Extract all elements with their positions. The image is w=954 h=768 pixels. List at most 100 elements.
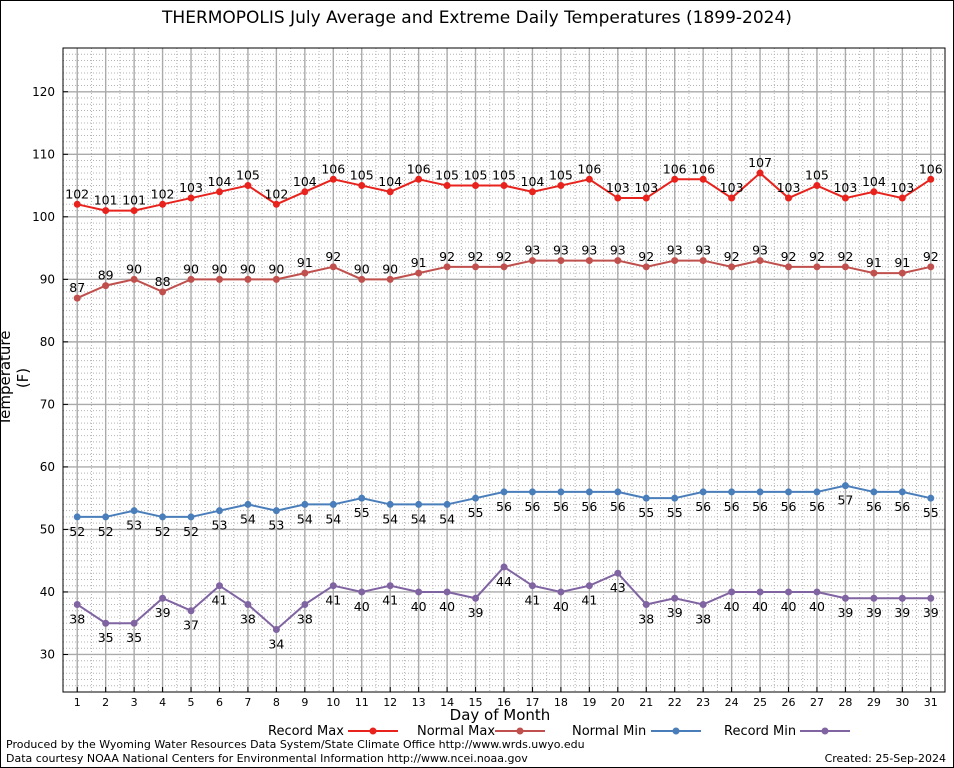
data-label: 90 [268,261,284,276]
data-label: 40 [724,599,740,614]
data-label: 43 [610,580,626,595]
data-point [415,175,423,183]
data-label: 107 [748,155,772,170]
data-label: 91 [894,255,910,270]
data-point [159,200,167,208]
data-point [785,588,793,596]
data-point [130,207,138,215]
data-label: 52 [69,524,85,539]
data-point [614,257,622,265]
data-label: 93 [695,243,711,258]
data-point [272,275,280,283]
data-point [159,594,167,602]
data-label: 90 [212,261,228,276]
data-label: 40 [752,599,768,614]
data-label: 39 [667,605,683,620]
data-label: 55 [667,505,683,520]
data-point [472,182,480,190]
footer-created: Created: 25-Sep-2024 [824,752,946,765]
data-label: 52 [98,524,114,539]
x-tick-label: 22 [668,696,682,709]
x-tick-label: 31 [924,696,938,709]
series-normal-min: 52 52 53 52 52 53 54 53 54 54 55 54 54 54 55 56 56 56 56 56… [69,482,939,539]
data-point [813,588,821,596]
data-label: 55 [468,505,484,520]
x-tick-label: 29 [867,696,881,709]
data-label: 101 [94,193,118,208]
data-label: 54 [240,511,256,526]
legend-swatch-marker [672,727,680,735]
data-point [329,582,337,590]
legend: Record Max Normal Max Normal Min Record Min [268,724,850,739]
data-point [443,500,451,508]
data-label: 91 [297,255,313,270]
data-point [614,194,622,202]
series-record-max: 102 101 101 102 103 104 105 102 104 106 105 104 106 1… [65,155,943,215]
data-label: 57 [837,493,853,508]
data-label: 92 [837,249,853,264]
data-point [614,488,622,496]
data-point [841,194,849,202]
data-point [415,500,423,508]
data-point [358,494,366,502]
data-label: 105 [350,168,374,183]
data-label: 54 [411,511,427,526]
data-point [329,175,337,183]
data-point [301,269,309,277]
data-point [756,169,764,177]
data-point [927,594,935,602]
data-label: 87 [69,280,85,295]
data-point [898,488,906,496]
data-label: 52 [155,524,171,539]
data-label: 93 [610,243,626,258]
data-label: 101 [122,193,146,208]
data-point [557,182,565,190]
data-point [756,488,764,496]
data-point [927,175,935,183]
data-point [215,188,223,196]
data-point [898,269,906,277]
data-point [785,263,793,271]
x-tick-label: 13 [412,696,426,709]
data-point [329,500,337,508]
data-label: 40 [809,599,825,614]
data-point [386,188,394,196]
data-point [215,275,223,283]
data-label: 105 [492,168,516,183]
data-label: 102 [65,186,89,201]
data-point [927,494,935,502]
data-point [785,488,793,496]
data-label: 92 [496,249,512,264]
data-label: 103 [720,180,744,195]
data-label: 55 [923,505,939,520]
data-point [386,275,394,283]
data-label: 106 [691,161,715,176]
data-label: 105 [805,168,829,183]
data-point [528,188,536,196]
data-label: 92 [809,249,825,264]
data-label: 41 [382,593,398,608]
y-tick-label: 80 [40,335,55,349]
x-tick-label: 20 [611,696,625,709]
data-label: 102 [151,186,175,201]
data-point [159,288,167,296]
data-label: 39 [894,605,910,620]
data-point [642,194,650,202]
data-label: 39 [155,605,171,620]
data-label: 92 [325,249,341,264]
data-label: 35 [126,630,142,645]
x-tick-label: 10 [326,696,340,709]
data-label: 106 [919,161,943,176]
data-label: 103 [777,180,801,195]
data-point [671,175,679,183]
data-point [841,482,849,490]
data-point [813,182,821,190]
data-point [585,488,593,496]
data-point [500,182,508,190]
data-point [671,257,679,265]
data-point [500,563,508,571]
data-point [244,275,252,283]
data-point [187,513,195,521]
data-point [699,600,707,608]
y-tick-label: 50 [40,522,55,536]
